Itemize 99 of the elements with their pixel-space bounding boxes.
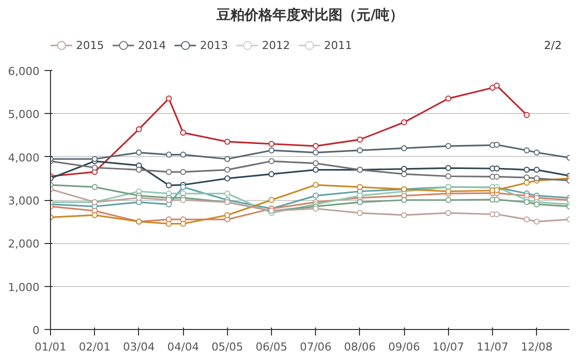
point (224, 175, 230, 182)
legend-label: 2013 (200, 38, 228, 52)
point (524, 147, 530, 154)
y-tick-label: 4,000 (8, 151, 40, 164)
point (136, 150, 142, 156)
point (312, 143, 319, 150)
point (494, 82, 500, 89)
y-tick-label: 1,000 (8, 280, 40, 294)
point (401, 145, 408, 152)
point (136, 126, 142, 132)
point (268, 171, 275, 178)
point (268, 197, 275, 203)
point (224, 138, 230, 145)
point (494, 187, 500, 194)
point (136, 166, 142, 173)
point (312, 160, 319, 166)
x-tick-label: 02/01 (78, 340, 111, 354)
point (445, 165, 452, 172)
point (494, 165, 500, 172)
point (534, 218, 540, 225)
point (166, 168, 172, 175)
x-tick-label: 03/04 (123, 340, 155, 354)
chart-title: 豆粕价格年度对比图（元/吨） (215, 6, 404, 24)
point (356, 210, 363, 216)
x-tick-label: 10/07 (432, 340, 464, 354)
point (224, 156, 230, 162)
point (401, 197, 408, 203)
point (445, 96, 452, 102)
point (312, 150, 319, 156)
point (524, 216, 530, 222)
point (401, 119, 408, 126)
point (445, 188, 452, 194)
point (445, 197, 452, 203)
point (445, 143, 452, 150)
point (312, 182, 319, 188)
point (268, 158, 275, 164)
point (401, 171, 408, 178)
point (92, 212, 98, 218)
point (180, 220, 186, 227)
point (494, 211, 500, 218)
x-tick-label: 11/07 (476, 340, 508, 354)
point (166, 182, 172, 188)
point (312, 206, 319, 212)
point (166, 197, 172, 203)
x-tick-label: 08/06 (344, 340, 376, 354)
y-tick-label: 3,000 (8, 194, 40, 208)
x-tick-label: 06/05 (256, 340, 288, 354)
point (312, 166, 319, 173)
point (524, 166, 530, 173)
point (166, 220, 172, 227)
point (224, 166, 230, 173)
legend-label: 2014 (138, 38, 166, 52)
legend-label: 2015 (76, 38, 104, 52)
point (224, 190, 230, 197)
point (524, 199, 530, 206)
y-tick-label: 2,000 (8, 238, 40, 251)
x-tick-label: 07/06 (300, 340, 332, 354)
point (356, 136, 363, 143)
point (92, 156, 98, 162)
x-tick-label: 12/08 (520, 340, 553, 354)
point (268, 147, 275, 154)
point (92, 184, 98, 190)
point (401, 166, 408, 172)
point (524, 180, 530, 186)
x-tick-label: 05/05 (211, 340, 244, 354)
point (534, 150, 540, 156)
point (180, 130, 186, 136)
x-tick-label: 09/06 (388, 340, 420, 354)
point (180, 184, 186, 190)
y-tick-label: 6,000 (8, 65, 40, 78)
legend-label: 2012 (262, 38, 290, 52)
text: 2/2 (544, 39, 562, 52)
point (534, 166, 540, 173)
point (166, 96, 172, 102)
point (180, 152, 186, 158)
x-tick-label: 04/04 (167, 340, 199, 354)
point (524, 112, 530, 118)
y-tick-label: 5,000 (8, 108, 40, 122)
legend-label: 2011 (324, 38, 352, 52)
point (356, 199, 363, 206)
point (524, 174, 530, 181)
point (534, 175, 540, 182)
point (92, 164, 98, 171)
point (224, 212, 230, 218)
point (180, 197, 186, 203)
point (180, 168, 186, 175)
point (312, 192, 319, 199)
point (356, 147, 363, 154)
point (401, 212, 408, 218)
point (445, 173, 452, 180)
point (445, 210, 452, 216)
y-tick-label: 0 (32, 324, 40, 337)
point (494, 174, 500, 180)
point (268, 140, 275, 147)
point (166, 152, 172, 158)
x-tick-label: 01/01 (34, 340, 66, 354)
point (356, 184, 363, 190)
point (494, 142, 500, 148)
point (494, 196, 500, 203)
